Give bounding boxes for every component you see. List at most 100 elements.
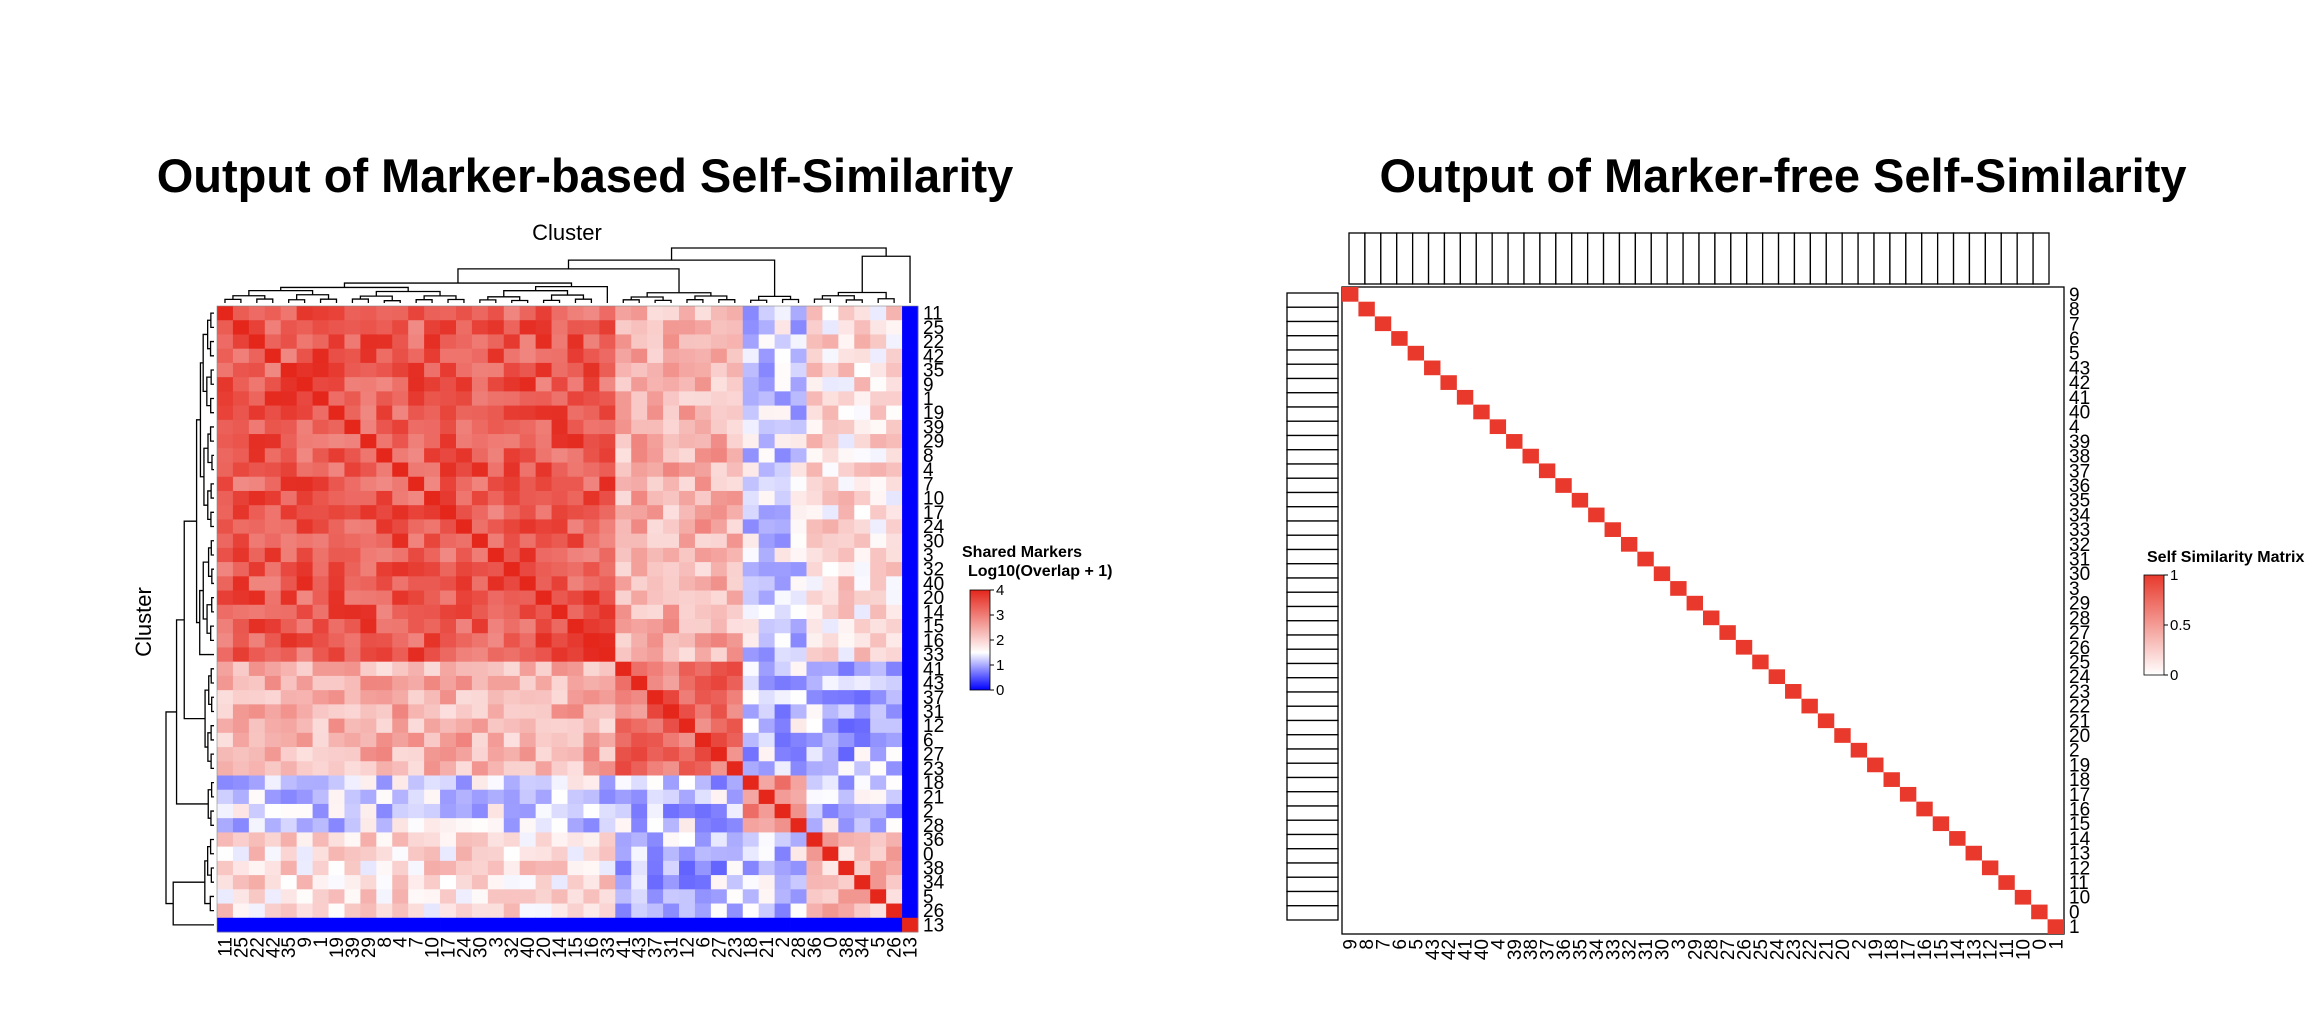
left-row-label: 25 (923, 318, 944, 339)
left-cell (599, 391, 616, 406)
left-cell (535, 505, 552, 520)
left-cell (902, 490, 919, 506)
left-cell (344, 476, 361, 492)
left-cell (758, 661, 776, 677)
left-cell (344, 547, 361, 563)
right-column-label: 11 (1997, 939, 2018, 959)
left-cell (424, 875, 441, 890)
left-cell (471, 448, 489, 463)
left-cell (663, 917, 680, 933)
left-cell (838, 775, 855, 791)
dendrogram-branch (750, 299, 768, 303)
left-cell (663, 434, 680, 449)
left-cell (535, 633, 552, 648)
left-cell (408, 377, 425, 392)
left-cell (440, 917, 457, 933)
right-row-label: 27 (2069, 623, 2090, 644)
left-cell (806, 448, 823, 463)
left-cell (726, 576, 744, 591)
left-cell (710, 775, 728, 791)
left-cell (870, 917, 887, 933)
left-cell (806, 661, 823, 677)
right-diagonal-cell (1981, 860, 1999, 876)
left-cell (296, 490, 313, 506)
left-cell (440, 391, 457, 406)
left-cell (774, 505, 791, 520)
right-column-label: 21 (1817, 939, 1838, 960)
right-row-annotation-cell (1286, 506, 1339, 522)
left-column-label: 20 (534, 937, 555, 958)
left-cell (870, 903, 887, 919)
left-cell (535, 818, 552, 833)
right-legend-tick-label: 0 (2170, 667, 2178, 684)
left-cell (232, 803, 250, 819)
left-cell (615, 761, 632, 776)
left-cell (455, 789, 473, 805)
left-cell (902, 675, 919, 691)
left-cell (344, 818, 361, 833)
left-cell (710, 547, 728, 563)
left-cell (344, 775, 361, 791)
left-cell (455, 462, 473, 478)
left-cell (854, 704, 871, 719)
left-cell (408, 889, 425, 904)
left-cell (360, 875, 377, 890)
left-cell (710, 619, 728, 634)
left-column-label: 33 (598, 937, 619, 958)
left-cell (519, 633, 537, 648)
left-cell (758, 633, 776, 648)
left-cell (487, 789, 505, 805)
left-cell (264, 832, 282, 848)
left-cell (471, 832, 489, 848)
left-cell (806, 320, 823, 335)
left-cell (567, 661, 584, 677)
left-cell (774, 875, 791, 890)
left-cell (519, 320, 537, 335)
left-cell (806, 547, 823, 563)
left-cell (806, 846, 823, 862)
dendrogram-branch (209, 426, 214, 442)
left-cell (535, 490, 552, 506)
left-cell (455, 348, 473, 364)
left-column-label: 4 (391, 937, 412, 948)
left-cell (854, 519, 871, 535)
left-cell (774, 334, 791, 350)
dendrogram-branch (210, 668, 214, 684)
left-cell (631, 775, 648, 791)
left-cell (822, 476, 839, 492)
left-cell (360, 619, 377, 634)
left-cell (424, 334, 441, 350)
left-cell (535, 761, 552, 776)
left-cell (424, 590, 441, 606)
left-cell (790, 789, 807, 805)
left-cell (886, 661, 903, 677)
left-cell (232, 604, 250, 620)
left-cell (328, 875, 345, 890)
right-diagonal-cell (1342, 287, 1359, 302)
left-cell (519, 903, 537, 919)
left-cell (710, 448, 728, 463)
left-cell (312, 405, 329, 421)
left-cell (902, 320, 919, 335)
left-cell (726, 718, 744, 734)
left-cell (838, 576, 855, 591)
right-column-label: 41 (1456, 939, 1477, 960)
left-cell (647, 604, 664, 620)
left-cell (854, 718, 871, 734)
left-cell (870, 875, 887, 890)
left-cell (503, 647, 521, 663)
left-cell (790, 476, 807, 492)
left-cell (822, 818, 839, 833)
right-diagonal-cell (1834, 728, 1851, 743)
left-column-label: 13 (901, 937, 922, 958)
left-cell (583, 419, 600, 435)
left-cell (615, 704, 632, 719)
left-cell (551, 889, 568, 904)
left-cell (758, 789, 776, 805)
left-row-label: 18 (923, 773, 944, 794)
left-cell (360, 562, 377, 577)
left-cell (440, 832, 457, 848)
left-cell (248, 718, 266, 734)
left-cell (615, 832, 632, 848)
left-cell (583, 505, 600, 520)
